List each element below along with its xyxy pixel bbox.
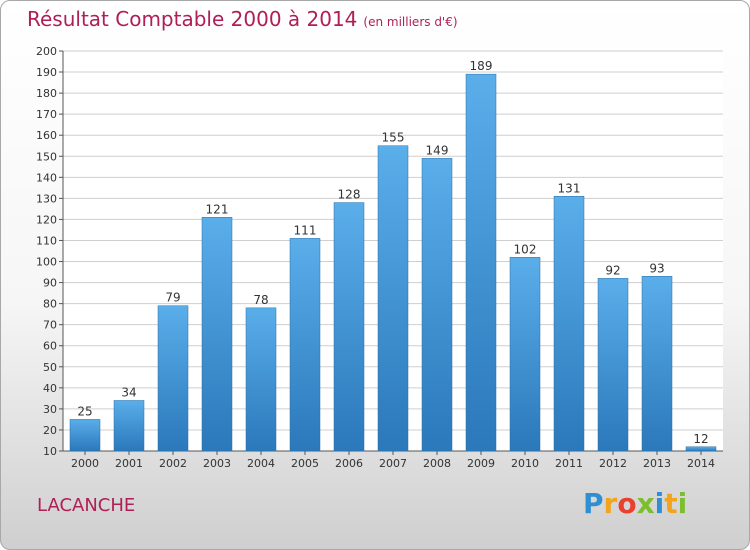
logo-letter: i [654, 487, 665, 520]
x-tick-label-2013: 2013 [643, 457, 671, 470]
logo-letter: P [583, 487, 604, 520]
bar-2012 [597, 278, 629, 452]
x-tick-label-2001: 2001 [115, 457, 143, 470]
data-label-2007: 155 [382, 131, 405, 145]
data-label-2013: 93 [649, 261, 664, 275]
bar-2003 [201, 217, 233, 452]
chart-title: Résultat Comptable 2000 à 2014 (en millie… [27, 7, 458, 31]
title-unit: (en milliers d'€) [363, 15, 458, 29]
bar-2009 [465, 73, 497, 452]
logo-letter: i [677, 487, 688, 520]
data-label-2014: 12 [693, 432, 708, 446]
data-label-2002: 79 [165, 291, 180, 305]
y-tick-label: 90 [43, 277, 57, 290]
logo-letter: x [636, 487, 655, 520]
x-tick-label-2007: 2007 [379, 457, 407, 470]
y-tick-label: 40 [43, 382, 57, 395]
data-label-2011: 131 [558, 181, 581, 195]
x-tick-label-2006: 2006 [335, 457, 363, 470]
x-tick-label-2008: 2008 [423, 457, 451, 470]
x-tick-label-2010: 2010 [511, 457, 539, 470]
y-tick-label: 10 [43, 445, 57, 458]
data-label-2000: 25 [77, 404, 92, 418]
data-label-2005: 111 [294, 223, 317, 237]
bar-2002 [157, 305, 189, 452]
title-main: Résultat Comptable 2000 à 2014 [27, 7, 358, 31]
bar-2011 [553, 196, 585, 452]
y-tick-label: 190 [36, 66, 57, 79]
data-label-2004: 78 [253, 293, 268, 307]
y-tick-label: 140 [36, 171, 57, 184]
y-tick-label: 120 [36, 213, 57, 226]
x-tick-label-2009: 2009 [467, 457, 495, 470]
bar-2005 [289, 238, 321, 452]
x-tick-label-2014: 2014 [687, 457, 715, 470]
y-tick-label: 100 [36, 256, 57, 269]
x-tick-label-2011: 2011 [555, 457, 583, 470]
data-label-2008: 149 [426, 143, 449, 157]
x-tick-label-2000: 2000 [71, 457, 99, 470]
y-tick-label: 110 [36, 234, 57, 247]
bar-2007 [377, 145, 409, 452]
bar-2004 [245, 307, 277, 452]
logo-letter: r [603, 487, 618, 520]
y-tick-label: 200 [36, 45, 57, 58]
y-tick-label: 180 [36, 87, 57, 100]
logo-letter: o [617, 487, 637, 520]
y-tick-label: 160 [36, 129, 57, 142]
bar-2006 [333, 202, 365, 452]
bar-2010 [509, 257, 541, 452]
bar-2013 [641, 276, 673, 452]
data-label-2010: 102 [514, 242, 537, 256]
x-tick-label-2003: 2003 [203, 457, 231, 470]
x-tick-label-2012: 2012 [599, 457, 627, 470]
x-tick-label-2002: 2002 [159, 457, 187, 470]
commune-name: LACANCHE [37, 495, 136, 516]
bar-2001 [113, 400, 145, 452]
y-tick-label: 150 [36, 150, 57, 163]
y-tick-label: 70 [43, 319, 57, 332]
logo-letter: t [664, 487, 678, 520]
y-tick-label: 80 [43, 298, 57, 311]
y-tick-label: 50 [43, 361, 57, 374]
data-label-2012: 92 [605, 263, 620, 277]
data-label-2006: 128 [338, 188, 361, 202]
data-label-2009: 189 [470, 59, 493, 73]
y-tick-label: 30 [43, 403, 57, 416]
bar-2000 [69, 419, 101, 452]
x-tick-label-2005: 2005 [291, 457, 319, 470]
y-tick-label: 170 [36, 108, 57, 121]
y-tick-label: 20 [43, 424, 57, 437]
data-label-2003: 121 [206, 202, 229, 216]
proxiti-logo: Proxiti [583, 487, 687, 520]
data-label-2001: 34 [121, 385, 136, 399]
bar-2014 [685, 446, 717, 452]
x-tick-label-2004: 2004 [247, 457, 275, 470]
y-tick-label: 130 [36, 192, 57, 205]
bar-2008 [421, 158, 453, 452]
y-tick-label: 60 [43, 340, 57, 353]
